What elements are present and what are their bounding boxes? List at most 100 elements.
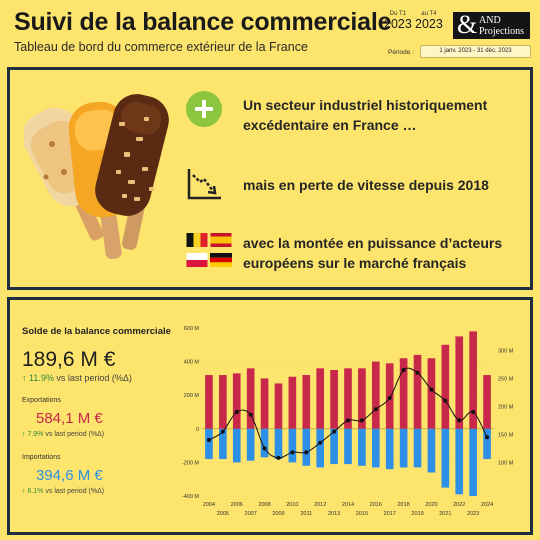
- x-axis-tick: 2005: [217, 511, 229, 517]
- balance-point: [220, 429, 225, 434]
- export-bar: [316, 368, 325, 429]
- export-bar: [358, 368, 366, 429]
- kpi-solde-delta: ↑ 11.9% vs last period (%Δ): [22, 373, 132, 383]
- insight-competitors: avec la montée en puissance d’acteurs eu…: [243, 235, 503, 271]
- ice-cream-image: [24, 94, 169, 260]
- export-bar: [302, 375, 311, 429]
- period-date-range-filter[interactable]: 1 janv. 2023 - 31 déc. 2023: [420, 45, 531, 58]
- start-period-year: 2023: [384, 17, 412, 31]
- kpi-imports-label: Importations: [22, 454, 61, 461]
- export-bar: [219, 375, 227, 429]
- export-bar: [399, 358, 408, 429]
- import-bar: [219, 428, 227, 460]
- end-period-card[interactable]: au T4 2023: [415, 11, 443, 31]
- balance-point: [415, 370, 420, 375]
- export-bar: [330, 370, 338, 429]
- x-axis-tick: 2010: [286, 502, 298, 508]
- balance-point: [346, 418, 350, 423]
- company-logo: & AND Projections: [453, 10, 530, 39]
- import-bar: [483, 428, 491, 460]
- x-axis-tick: 2016: [370, 502, 382, 508]
- logo-ampersand: &: [457, 10, 478, 39]
- x-axis-tick: 2006: [231, 502, 243, 508]
- import-bar: [344, 428, 352, 465]
- kpi-exports-label: Exportations: [22, 397, 61, 404]
- import-bar: [469, 428, 477, 496]
- balance-point: [387, 396, 392, 400]
- import-bar: [232, 428, 241, 463]
- left-axis-tick: -200 M: [182, 460, 200, 466]
- insights-panel: Un secteur industriel historiquement exc…: [7, 67, 533, 290]
- page-title: Suivi de la balance commerciale: [14, 8, 392, 36]
- logo-line-2: Projections: [479, 26, 524, 37]
- right-axis-tick: 100 M: [498, 460, 514, 466]
- germany-flag: [210, 253, 232, 267]
- logo-line-1: AND: [479, 15, 501, 26]
- import-bar: [288, 428, 297, 463]
- balance-point: [206, 438, 211, 442]
- import-bar: [371, 428, 380, 468]
- balance-point: [262, 446, 267, 451]
- up-arrow-icon: ↑: [22, 373, 27, 383]
- import-bar: [455, 428, 464, 495]
- balance-point: [443, 398, 448, 403]
- x-axis-tick: 2019: [411, 511, 423, 517]
- right-axis-tick: 150 M: [498, 432, 514, 438]
- x-axis-tick: 2022: [453, 502, 465, 508]
- import-bar: [330, 428, 338, 465]
- end-period-year: 2023: [415, 17, 443, 31]
- balance-point: [359, 418, 364, 423]
- downtrend-icon: [187, 169, 221, 200]
- balance-point: [304, 450, 309, 455]
- kpi-imports-delta: ↑ 6.1% vs last period (%Δ): [22, 488, 104, 495]
- start-period-card[interactable]: Du T1 2023: [384, 11, 412, 31]
- import-bar: [399, 428, 408, 468]
- up-arrow-icon: ↑: [22, 431, 26, 438]
- start-period-label: Du T1: [389, 11, 407, 17]
- x-axis-tick: 2008: [258, 502, 270, 508]
- import-bar: [427, 428, 436, 473]
- x-axis-tick: 2011: [300, 511, 312, 517]
- kpi-solde-value: 189,6 M €: [22, 348, 116, 371]
- balance-point: [429, 387, 434, 392]
- import-bar: [441, 428, 450, 488]
- x-axis-tick: 2013: [328, 511, 340, 517]
- kpi-exports-delta-pct: 7.9%: [27, 431, 44, 438]
- x-axis-tick: 2018: [397, 502, 409, 508]
- kpi-exports-delta: ↑ 7.9% vs last period (%Δ): [22, 431, 104, 438]
- period-label: Période :: [388, 49, 415, 56]
- kpi-imports-value: 394,6 M €: [36, 467, 103, 484]
- spain-flag: [210, 233, 232, 247]
- right-axis-tick: 250 M: [498, 376, 514, 382]
- left-axis-tick: 0: [196, 427, 199, 433]
- kpi-imports-delta-pct: 6.1%: [27, 488, 44, 495]
- header: Suivi de la balance commerciale Tableau …: [0, 0, 540, 62]
- x-axis-tick: 2017: [384, 511, 396, 517]
- balance-point: [234, 410, 239, 414]
- belgium-flag: [186, 233, 208, 247]
- balance-point: [276, 455, 281, 460]
- x-axis-tick: 2009: [272, 511, 284, 517]
- left-axis-tick: -400 M: [182, 494, 200, 500]
- import-bar: [413, 428, 422, 468]
- trade-balance-chart[interactable]: -400 M -200 M 0 200 M 400 M 600 M 100 M 150 M 20…: [170, 320, 522, 522]
- import-bar: [246, 428, 255, 461]
- export-bar: [455, 336, 464, 429]
- balance-point: [401, 368, 406, 372]
- left-axis-tick: 600 M: [184, 326, 200, 332]
- import-bar: [205, 428, 213, 460]
- balance-point: [373, 407, 378, 412]
- export-bar: [427, 358, 436, 429]
- x-axis-tick: 2007: [245, 511, 257, 517]
- left-axis-tick: 200 M: [184, 393, 200, 399]
- import-bar: [302, 428, 311, 466]
- insight-surplus: Un secteur industriel historiquement exc…: [243, 97, 488, 133]
- x-axis-tick: 2014: [342, 502, 354, 508]
- export-bar: [288, 376, 297, 429]
- balance-point: [290, 450, 295, 455]
- plus-icon: [186, 91, 222, 127]
- kpi-imports-delta-suffix: vs last period (%Δ): [45, 488, 105, 495]
- export-bar: [260, 378, 269, 429]
- export-bar: [441, 344, 450, 429]
- right-axis-tick: 300 M: [498, 348, 514, 354]
